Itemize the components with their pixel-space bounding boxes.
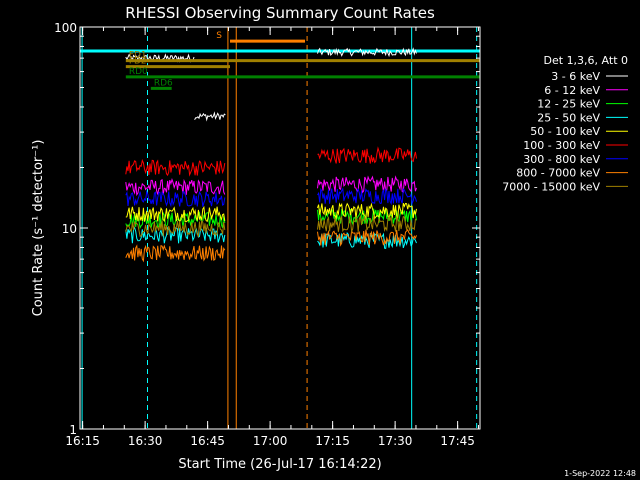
flag-label-fd1: FD1 xyxy=(129,51,147,61)
flag-label-rd6: RD6 xyxy=(154,78,173,88)
series-line-7-0 xyxy=(125,244,226,263)
series-line-5-0 xyxy=(125,158,226,177)
legend-label-4: 50 - 100 keV xyxy=(530,125,600,138)
series-line-4-1 xyxy=(317,202,417,220)
x-tick-label-6: 17:45 xyxy=(440,434,475,448)
series-line-8-0 xyxy=(125,219,226,238)
x-axis-label: Start Time (26-Jul-17 16:14:22) xyxy=(178,457,381,472)
chart-title: RHESSI Observing Summary Count Rates xyxy=(125,4,435,22)
legend-label-2: 12 - 25 keV xyxy=(537,98,600,111)
series-line-6-0 xyxy=(125,189,226,208)
legend-label-0: 3 - 6 keV xyxy=(551,70,600,83)
generation-timestamp: 1-Sep-2022 12:48 xyxy=(564,469,636,478)
y-axis-label: Count Rate (s⁻¹ detector⁻¹) xyxy=(31,140,46,317)
series-line-8-1 xyxy=(317,214,417,234)
legend-label-5: 100 - 300 keV xyxy=(523,139,600,152)
legend-label-3: 25 - 50 keV xyxy=(537,111,600,124)
series-line-1-0 xyxy=(125,177,226,197)
flag-label-s: S xyxy=(216,31,222,41)
x-tick-label-0: 16:15 xyxy=(65,434,100,448)
legend-label-8: 7000 - 15000 keV xyxy=(502,180,600,193)
y-tick-label-0: 1 xyxy=(69,423,77,437)
x-tick-label-2: 16:45 xyxy=(190,434,225,448)
flag-label-rd0: RD0 xyxy=(129,67,148,77)
series-line-7-1 xyxy=(317,228,417,247)
flag-label-fd2: FD2 xyxy=(129,57,147,67)
series-line-4-0 xyxy=(125,205,226,223)
x-tick-label-4: 17:15 xyxy=(315,434,350,448)
series-line-3-0 xyxy=(125,226,226,244)
legend-label-1: 6 - 12 keV xyxy=(544,84,600,97)
series-line-6-1 xyxy=(317,187,417,206)
series-line-1-1 xyxy=(317,175,417,194)
series-line-3-1 xyxy=(317,231,417,249)
x-tick-label-1: 16:30 xyxy=(128,434,163,448)
series-line-5-1 xyxy=(317,146,417,164)
legend-label-7: 800 - 7000 keV xyxy=(516,167,600,180)
series-line-0-1 xyxy=(194,111,226,122)
x-tick-label-3: 17:00 xyxy=(253,434,288,448)
y-tick-label-2: 100 xyxy=(54,21,77,35)
series-line-2-1 xyxy=(317,207,417,226)
legend-header: Det 1,3,6, Att 0 xyxy=(544,54,628,67)
y-tick-label-1: 10 xyxy=(62,222,77,236)
series-line-0-2 xyxy=(317,47,417,58)
legend-label-6: 300 - 800 keV xyxy=(523,153,600,166)
x-tick-label-5: 17:30 xyxy=(378,434,413,448)
